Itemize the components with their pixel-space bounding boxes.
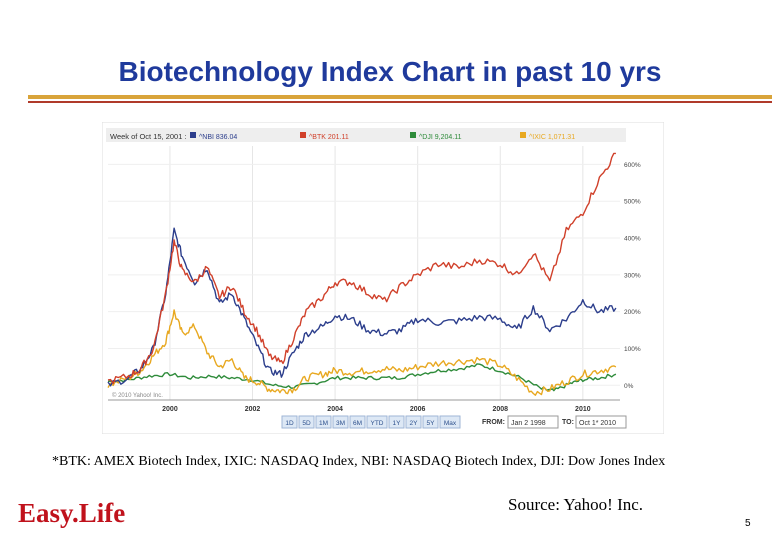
range-button-label: 6M [353, 420, 362, 427]
legend-swatch-ixic [520, 132, 526, 138]
x-tick-label: 2010 [575, 406, 591, 413]
y-tick-label: 0% [624, 383, 634, 390]
from-date-value: Jan 2 1998 [511, 420, 546, 427]
to-label: TO: [562, 419, 574, 426]
range-button-label: 5Y [427, 420, 436, 427]
chart-watermark: © 2010 Yahoo! Inc. [112, 392, 163, 399]
series-line-btk [107, 152, 616, 385]
legend-bar [106, 128, 626, 142]
legend-swatch-btk [300, 132, 306, 138]
range-button-1m[interactable] [315, 415, 332, 429]
title-underline-gold [28, 95, 772, 99]
x-tick-label: 2000 [162, 406, 178, 413]
title-underline-red [28, 101, 772, 103]
to-date-value: Oct 1* 2010 [579, 420, 616, 427]
x-tick-label: 2008 [492, 406, 508, 413]
chart-border [102, 122, 664, 434]
from-date-input[interactable] [507, 415, 559, 429]
series-line-nbi [107, 227, 617, 387]
legend-label-nbi: ^NBI 836.04 [199, 134, 237, 141]
brand-logo: Easy.Life [18, 498, 126, 528]
source-credit: Source: Yahoo! Inc. [508, 495, 644, 514]
legend-label-ixic: ^IXIC 1,071.31 [529, 134, 575, 141]
range-button-label: 1M [319, 420, 328, 427]
range-button-5d[interactable] [298, 415, 315, 429]
range-button-2y[interactable] [405, 415, 422, 429]
y-tick-label: 300% [624, 272, 641, 279]
y-tick-label: 100% [624, 346, 641, 353]
range-button-1y[interactable] [388, 415, 405, 429]
slide-title: Biotechnology Index Chart in past 10 yrs [118, 56, 662, 87]
range-button-label: YTD [371, 420, 384, 427]
range-button-3m[interactable] [332, 415, 349, 429]
range-button-label: 2Y [410, 420, 419, 427]
y-tick-label: 500% [624, 199, 641, 206]
range-button-label: 5D [302, 420, 311, 427]
range-button-label: 1Y [393, 420, 402, 427]
range-button-ytd[interactable] [366, 415, 388, 429]
range-button-6m[interactable] [349, 415, 366, 429]
range-button-label: 3M [336, 420, 345, 427]
legend-swatch-dji [410, 132, 416, 138]
legend-label-dji: ^DJI 9,204.11 [419, 134, 462, 141]
range-button-max[interactable] [439, 415, 461, 429]
biotech-index-chart: Week of Oct 15, 2001 : ^NBI 836.04 ^BTK 2… [102, 122, 664, 434]
range-button-label: 1D [285, 420, 294, 427]
index-footnote: *BTK: AMEX Biotech Index, IXIC: NASDAQ I… [52, 454, 666, 469]
range-button-5y[interactable] [422, 415, 439, 429]
range-button-1d[interactable] [281, 415, 298, 429]
x-tick-label: 2006 [410, 406, 426, 413]
y-tick-label: 400% [624, 236, 641, 243]
range-button-label: Max [444, 420, 457, 427]
x-tick-label: 2002 [245, 406, 261, 413]
x-tick-label: 2004 [327, 406, 343, 413]
y-tick-label: 200% [624, 309, 641, 316]
chart-title: Week of Oct 15, 2001 : [110, 132, 187, 141]
page-number: 5 [745, 518, 751, 529]
to-date-input[interactable] [575, 415, 627, 429]
legend-swatch-nbi [190, 132, 196, 138]
series-line-ixic [107, 309, 617, 396]
legend-label-btk: ^BTK 201.11 [309, 134, 349, 141]
from-label: FROM: [482, 419, 505, 426]
y-tick-label: 600% [624, 162, 641, 169]
